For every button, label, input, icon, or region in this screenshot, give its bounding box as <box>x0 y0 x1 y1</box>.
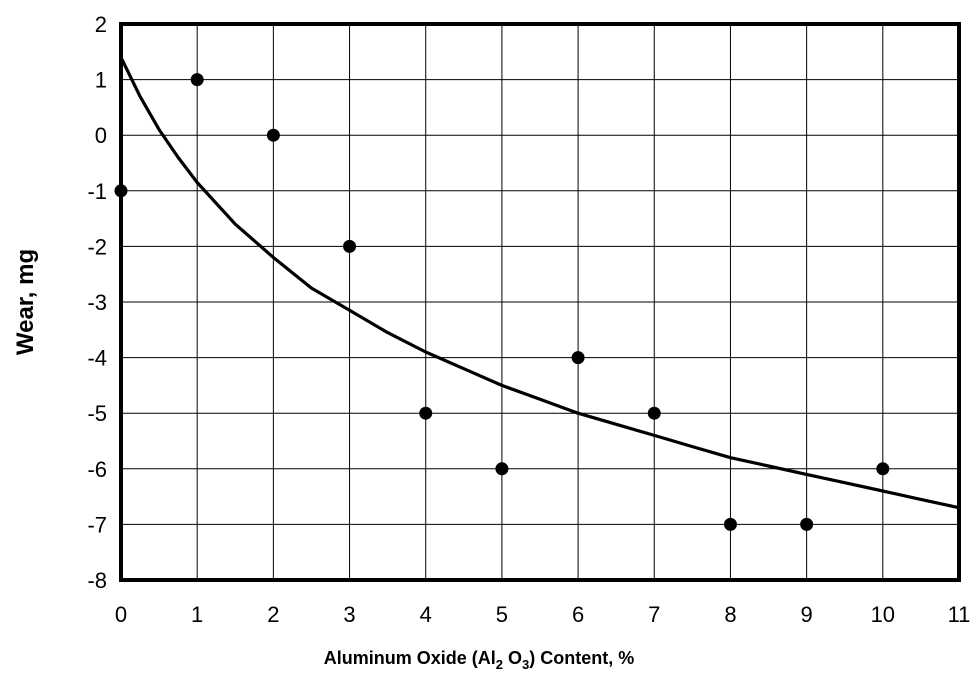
data-points-layer <box>114 73 890 531</box>
data-point <box>266 128 280 142</box>
y-axis-title: Wear, mg <box>12 249 39 355</box>
y-tick-label: -2 <box>87 234 107 259</box>
trend-curve-layer <box>119 55 961 510</box>
data-point <box>647 406 661 420</box>
y-tick-label: -3 <box>87 290 107 315</box>
x-axis-title-suffix: ) Content, % <box>529 648 634 668</box>
y-tick-label: -1 <box>87 179 107 204</box>
x-axis-title-sub2: 3 <box>522 657 529 672</box>
x-tick-label: 0 <box>115 602 127 627</box>
x-tick-label: 11 <box>948 602 971 627</box>
y-tick-label: -7 <box>87 512 107 537</box>
x-axis-title-sub1: 2 <box>496 657 503 672</box>
x-tick-label: 8 <box>724 602 736 627</box>
y-tick-label: 0 <box>95 123 107 148</box>
x-tick-label: 1 <box>191 602 203 627</box>
x-tick-label: 5 <box>496 602 508 627</box>
x-tick-label: 9 <box>801 602 813 627</box>
y-tick-label: 2 <box>95 12 107 37</box>
y-tick-label: -8 <box>87 568 107 593</box>
data-point <box>190 73 204 87</box>
x-axis-title-prefix: Aluminum Oxide (Al <box>324 648 496 668</box>
data-point <box>343 239 357 253</box>
x-axis-title: Aluminum Oxide (Al2 O3) Content, % <box>324 648 635 672</box>
x-tick-label: 7 <box>648 602 660 627</box>
y-tick-label: -4 <box>87 346 107 371</box>
data-point <box>876 462 890 476</box>
data-point <box>419 406 433 420</box>
data-point <box>571 351 585 365</box>
trend-curve <box>119 55 961 510</box>
y-tick-labels: 2 1 0 -1 -2 -3 -4 -5 -6 -7 -8 <box>87 12 107 593</box>
x-tick-labels: 0 1 2 3 4 5 6 7 8 9 10 11 <box>115 602 971 627</box>
data-point <box>495 462 509 476</box>
x-tick-label: 6 <box>572 602 584 627</box>
x-tick-label: 3 <box>343 602 355 627</box>
data-point <box>723 517 737 531</box>
plot-frame <box>119 22 961 582</box>
x-tick-label: 10 <box>871 602 895 627</box>
data-point <box>800 517 814 531</box>
x-tick-label: 4 <box>420 602 432 627</box>
y-tick-label: -6 <box>87 457 107 482</box>
y-tick-label: 1 <box>95 68 107 93</box>
y-tick-label: -5 <box>87 401 107 426</box>
x-tick-label: 2 <box>267 602 279 627</box>
x-axis-title-mid: O <box>503 648 522 668</box>
grid-lines <box>120 23 960 581</box>
